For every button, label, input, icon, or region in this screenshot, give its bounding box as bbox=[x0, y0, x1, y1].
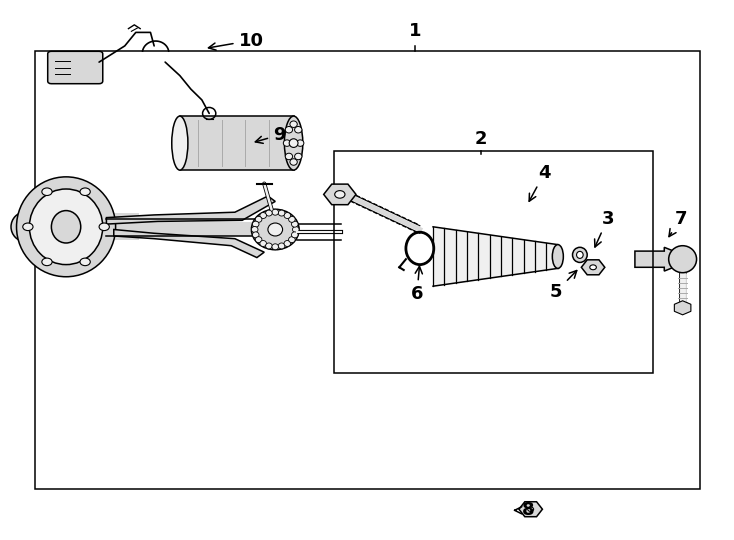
Polygon shape bbox=[106, 222, 264, 236]
Ellipse shape bbox=[251, 226, 258, 232]
Text: 1: 1 bbox=[408, 23, 421, 40]
Ellipse shape bbox=[42, 188, 52, 195]
Ellipse shape bbox=[290, 121, 297, 127]
Ellipse shape bbox=[260, 213, 266, 219]
Ellipse shape bbox=[284, 213, 291, 219]
Polygon shape bbox=[635, 247, 683, 271]
Bar bbox=[180, 116, 294, 170]
Polygon shape bbox=[106, 196, 275, 224]
Text: 5: 5 bbox=[550, 271, 577, 301]
Ellipse shape bbox=[284, 240, 291, 246]
Ellipse shape bbox=[288, 217, 295, 222]
Bar bbox=[334, 151, 653, 373]
Ellipse shape bbox=[573, 247, 587, 262]
Ellipse shape bbox=[252, 232, 259, 238]
Text: 10: 10 bbox=[208, 31, 264, 50]
Ellipse shape bbox=[268, 223, 283, 236]
Ellipse shape bbox=[272, 209, 279, 215]
Text: 6: 6 bbox=[410, 266, 424, 303]
Ellipse shape bbox=[255, 237, 262, 242]
Ellipse shape bbox=[285, 116, 303, 170]
Ellipse shape bbox=[80, 188, 90, 195]
Text: 7: 7 bbox=[669, 210, 688, 237]
Text: 9: 9 bbox=[255, 126, 286, 144]
Ellipse shape bbox=[29, 189, 103, 265]
Text: 2: 2 bbox=[474, 131, 487, 149]
Ellipse shape bbox=[297, 140, 304, 146]
Ellipse shape bbox=[42, 258, 52, 266]
Ellipse shape bbox=[16, 177, 116, 276]
Ellipse shape bbox=[23, 223, 33, 231]
Ellipse shape bbox=[288, 237, 295, 242]
Ellipse shape bbox=[278, 210, 285, 216]
Text: 3: 3 bbox=[595, 210, 614, 247]
Ellipse shape bbox=[11, 212, 40, 242]
Ellipse shape bbox=[577, 252, 583, 258]
Ellipse shape bbox=[289, 139, 298, 147]
Ellipse shape bbox=[590, 265, 596, 270]
Ellipse shape bbox=[172, 116, 188, 170]
Ellipse shape bbox=[266, 243, 272, 249]
Ellipse shape bbox=[335, 191, 345, 198]
Ellipse shape bbox=[99, 223, 109, 231]
Ellipse shape bbox=[51, 211, 81, 243]
Polygon shape bbox=[114, 230, 264, 258]
Ellipse shape bbox=[528, 507, 534, 511]
Ellipse shape bbox=[286, 153, 293, 160]
Ellipse shape bbox=[291, 232, 298, 238]
Text: 4: 4 bbox=[529, 164, 551, 201]
Ellipse shape bbox=[255, 217, 262, 222]
Ellipse shape bbox=[553, 245, 564, 268]
Ellipse shape bbox=[278, 243, 285, 249]
Ellipse shape bbox=[283, 140, 291, 146]
Ellipse shape bbox=[252, 221, 259, 227]
Polygon shape bbox=[433, 227, 558, 286]
FancyBboxPatch shape bbox=[48, 51, 103, 84]
Ellipse shape bbox=[272, 244, 279, 250]
Bar bbox=[35, 51, 700, 489]
Ellipse shape bbox=[80, 258, 90, 266]
Ellipse shape bbox=[266, 210, 272, 216]
Ellipse shape bbox=[294, 153, 302, 160]
Ellipse shape bbox=[291, 221, 298, 227]
Ellipse shape bbox=[294, 126, 302, 133]
Ellipse shape bbox=[251, 209, 299, 249]
Bar bbox=[81, 213, 139, 240]
Ellipse shape bbox=[669, 246, 697, 273]
Ellipse shape bbox=[290, 159, 297, 165]
Ellipse shape bbox=[260, 240, 266, 246]
Ellipse shape bbox=[292, 226, 299, 232]
Ellipse shape bbox=[286, 126, 293, 133]
Text: 8: 8 bbox=[515, 501, 534, 519]
